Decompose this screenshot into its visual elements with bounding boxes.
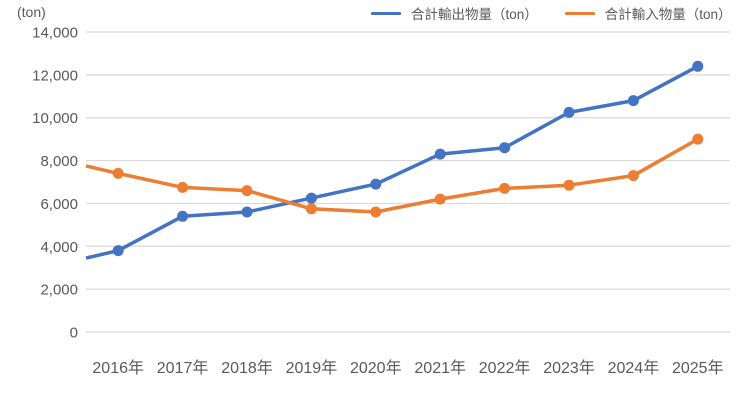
- data-point-export-2020年: [370, 178, 382, 190]
- x-tick-label: 2021年: [414, 359, 466, 377]
- series-line-export: [85, 64, 699, 260]
- x-tick-label: 2020年: [350, 359, 402, 377]
- legend-line-swatch-import: [564, 11, 595, 15]
- data-point-import-2025年: [692, 133, 704, 145]
- legend-label-import: 合計輸入物量（ton）: [604, 7, 732, 22]
- y-tick-label: 2,000: [40, 282, 78, 299]
- y-tick-label: 14,000: [32, 25, 78, 42]
- y-tick-label: 6,000: [40, 196, 78, 213]
- x-tick-label: 2022年: [479, 359, 531, 377]
- y-tick-label: 0: [70, 325, 78, 342]
- x-tick-label: 2025年: [672, 359, 724, 377]
- y-tick-label: 8,000: [40, 153, 78, 170]
- legend-item-import: 合計輸入物量（ton）: [564, 3, 732, 23]
- x-tick-label: 2023年: [543, 359, 595, 377]
- data-point-import-2017年: [177, 181, 189, 193]
- data-point-import-2024年: [627, 170, 639, 182]
- chart-legend: 合計輸出物量（ton） 合計輸入物量（ton）: [371, 3, 732, 23]
- data-point-import-2016年: [112, 167, 124, 179]
- data-point-import-2018年: [241, 185, 253, 197]
- x-tick-label: 2024年: [608, 359, 660, 377]
- data-point-export-2022年: [499, 142, 511, 154]
- data-point-export-2017年: [177, 210, 189, 222]
- x-tick-label: 2016年: [92, 359, 144, 377]
- data-point-import-2019年: [305, 203, 317, 215]
- y-axis-unit-label: (ton): [17, 4, 46, 20]
- data-point-export-2024年: [627, 95, 639, 107]
- legend-item-export: 合計輸出物量（ton）: [371, 3, 538, 23]
- data-point-import-2021年: [434, 193, 446, 205]
- data-point-export-2018年: [241, 206, 253, 218]
- data-point-import-2022年: [499, 182, 511, 194]
- legend-label-export: 合計輸出物量（ton）: [411, 7, 538, 22]
- data-point-export-2019年: [305, 192, 317, 204]
- data-point-import-2023年: [563, 179, 575, 191]
- x-tick-label: 2017年: [157, 359, 209, 377]
- data-point-export-2021年: [434, 148, 446, 160]
- x-tick-label: 2018年: [221, 359, 273, 377]
- y-tick-label: 12,000: [32, 67, 78, 84]
- legend-line-swatch-export: [371, 11, 401, 15]
- y-tick-label: 10,000: [32, 110, 78, 127]
- data-point-export-2016年: [112, 245, 124, 257]
- y-tick-label: 4,000: [40, 239, 78, 256]
- data-point-export-2025年: [692, 60, 704, 72]
- x-tick-label: 2019年: [286, 359, 338, 377]
- data-point-import-2020年: [370, 206, 382, 218]
- data-point-export-2023年: [563, 106, 575, 118]
